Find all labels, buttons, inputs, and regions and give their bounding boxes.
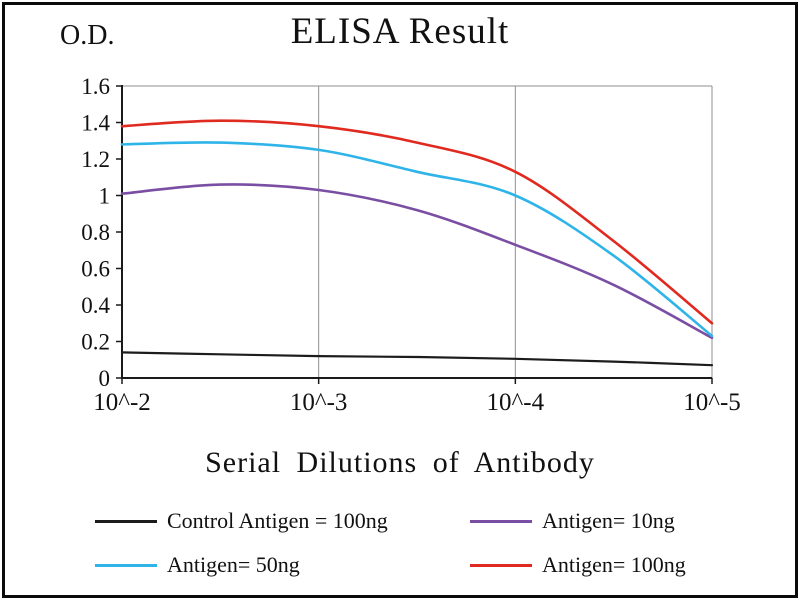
legend-line-sample — [95, 563, 157, 567]
x-tick-label: 10^-5 — [683, 389, 741, 416]
y-tick-label: 1.2 — [81, 147, 110, 172]
legend-item-3: Antigen= 100ng — [470, 552, 740, 578]
chart-legend: Control Antigen = 100ng Antigen= 10ng Anti… — [95, 508, 740, 578]
x-tick-label: 10^-3 — [290, 389, 348, 416]
series-line-3 — [120, 119, 714, 325]
legend-line-sample — [470, 519, 532, 523]
y-tick-label: 0.8 — [81, 220, 110, 245]
y-tick-label: 0.2 — [81, 330, 110, 355]
legend-label: Antigen= 100ng — [542, 552, 686, 577]
x-tick-label: 10^-4 — [487, 389, 545, 416]
y-tick-label: 1 — [99, 184, 111, 209]
series-line-2 — [120, 141, 714, 338]
legend-line-sample — [95, 519, 157, 523]
legend-label: Control Antigen = 100ng — [167, 508, 388, 533]
legend-item-2: Antigen= 50ng — [95, 552, 470, 578]
x-axis-title: Serial Dilutions of Antibody — [205, 446, 595, 479]
y-tick-label: 0.4 — [81, 293, 110, 318]
series-line-1 — [120, 183, 714, 340]
chart-title: ELISA Result — [290, 11, 510, 52]
x-tick-label: 10^-2 — [93, 389, 151, 416]
legend-item-0: Control Antigen = 100ng — [95, 508, 470, 534]
y-axis-title: O.D. — [60, 20, 115, 51]
y-tick-label: 0 — [99, 366, 111, 391]
series-line-0 — [120, 351, 714, 367]
legend-item-1: Antigen= 10ng — [470, 508, 740, 534]
legend-label: Antigen= 10ng — [542, 508, 675, 533]
legend-label: Antigen= 50ng — [167, 552, 300, 577]
legend-line-sample — [470, 563, 532, 567]
y-tick-label: 1.6 — [81, 74, 110, 99]
y-tick-label: 1.4 — [81, 111, 110, 136]
y-tick-label: 0.6 — [81, 257, 110, 282]
